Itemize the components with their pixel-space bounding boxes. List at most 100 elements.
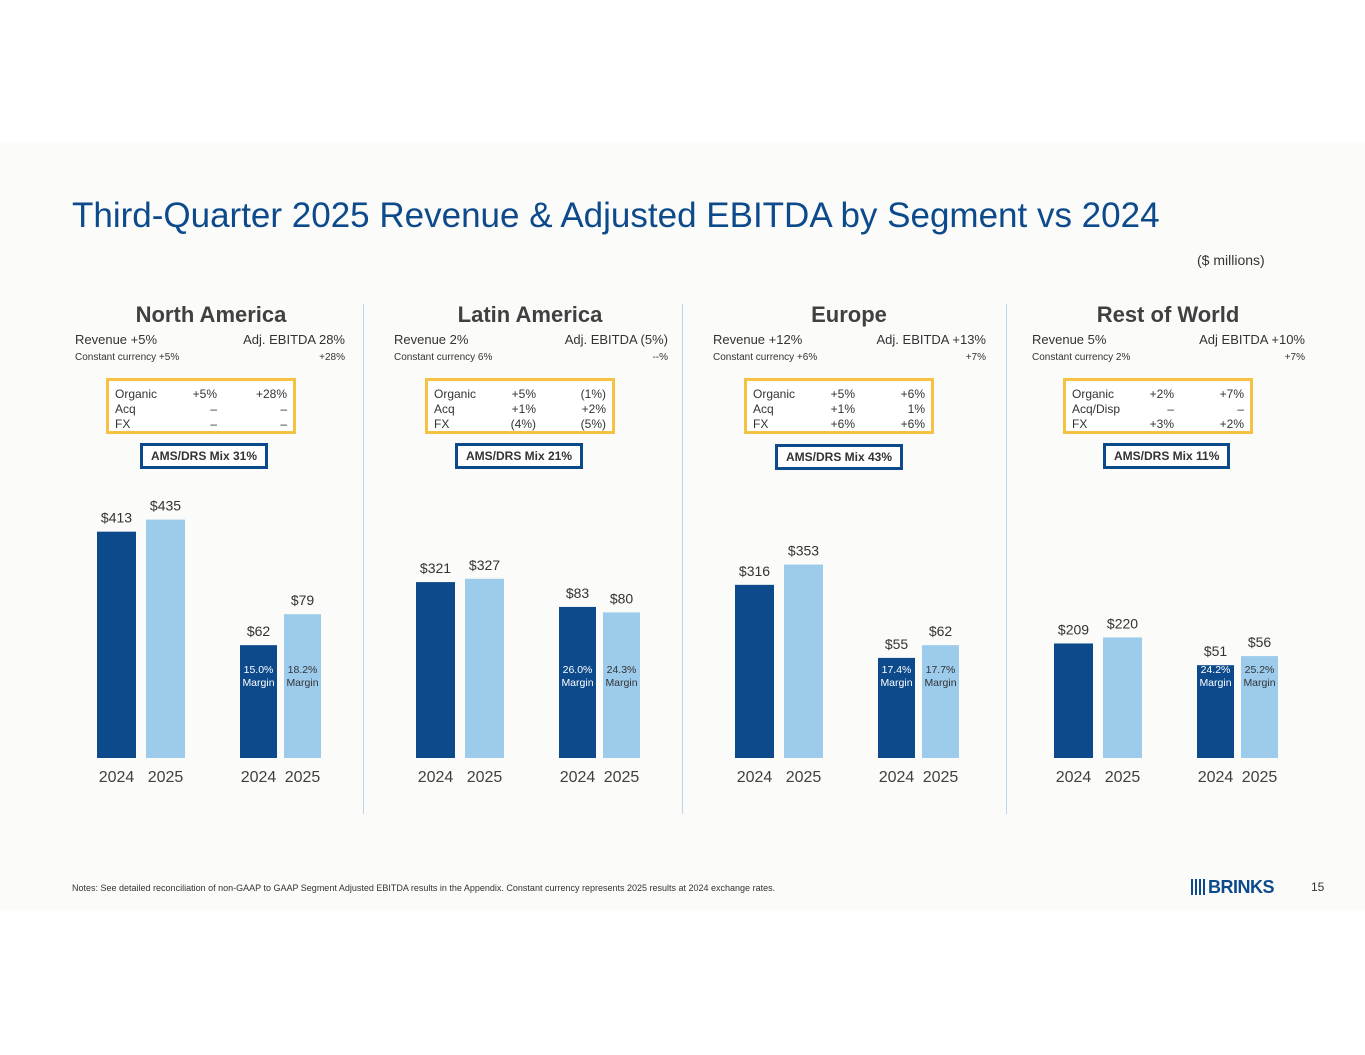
bridge-revenue: +2% [1149,387,1174,401]
bridge-revenue: +1% [511,402,536,416]
margin-label: 18.2% Margin [286,664,318,689]
revenue-growth-label: Revenue +5% [75,332,158,347]
bridge-revenue: – [210,402,217,416]
bar [878,657,915,758]
bridge-row: FX +3% +2% [1066,417,1250,432]
bridge-row: FX (4%) (5%) [428,417,612,432]
margin-label-line: 17.4% [882,664,912,676]
bridge-ebitda: (1%) [580,387,606,401]
growth-bridge-box: Organic +2% +7% Acq/Disp – – FX +3% +2% [1063,378,1253,434]
margin-label-line: Margin [1243,677,1275,689]
margin-label-line: 24.2% [1201,664,1231,676]
segment-title: North America [135,302,287,327]
segment-panel-north-america: North America Revenue +5% Adj. EBITDA 28… [66,298,356,808]
revenue-growth-label: Revenue +12% [713,332,803,347]
logo-bars-icon [1191,879,1205,895]
footnote: Notes: See detailed reconciliation of no… [72,883,776,893]
bridge-ebitda: – [280,417,287,431]
x-tick-label: 2025 [467,769,503,786]
bridge-row: Organic +5% (1%) [428,387,612,402]
bridge-label: FX [1072,417,1088,431]
bar-value-label: $220 [1107,615,1138,631]
bar-value-label: $321 [420,560,451,576]
bridge-label: FX [115,417,131,431]
bar [559,606,596,758]
bridge-label: FX [434,417,450,431]
bridge-row: Organic +5% +6% [747,387,931,402]
ebitda-growth-label: Adj. EBITDA (5%) [564,332,668,347]
bar [784,564,823,758]
bar-value-label: $79 [291,592,315,608]
bar-value-label: $209 [1058,621,1089,637]
bar-value-label: $62 [247,623,271,639]
ams-drs-mix-badge: AMS/DRS Mix 11% [1103,443,1231,469]
bar [603,612,640,758]
bridge-label: Acq [115,402,136,416]
margin-label-line: Margin [605,677,637,689]
growth-bridge-box: Organic +5% +6% Acq +1% 1% FX +6% +6% [744,378,934,434]
segment-panel-europe: Europe Revenue +12% Adj. EBITDA +13% Con… [704,298,994,808]
x-tick-label: 2024 [1056,769,1092,786]
margin-label-line: 17.7% [926,664,956,676]
bar-value-label: $83 [566,585,590,601]
bridge-revenue: +1% [830,402,855,416]
bar-value-label: $316 [739,563,770,579]
bar [1103,637,1142,758]
margin-label-line: 26.0% [563,664,593,676]
bridge-revenue: – [1167,402,1174,416]
bridge-row: FX +6% +6% [747,417,931,432]
bridge-ebitda: – [280,402,287,416]
x-tick-label: 2024 [879,769,915,786]
bar [1197,665,1234,758]
bridge-row: Organic +2% +7% [1066,387,1250,402]
bridge-label: Organic [753,387,796,401]
bridge-ebitda: 1% [907,402,925,416]
bridge-revenue: +5% [511,387,536,401]
bar [735,584,774,758]
constant-currency-label: Constant currency +6% [713,352,818,363]
constant-currency-ebitda: +7% [965,352,986,363]
bar-value-label: $80 [610,590,634,606]
revenue-growth-label: Revenue 5% [1032,332,1107,347]
margin-label-line: 25.2% [1245,664,1275,676]
segment-panel-rest-of-world: Rest of World Revenue 5% Adj EBITDA +10%… [1023,298,1313,808]
margin-label-line: Margin [242,677,274,689]
ebitda-growth-label: Adj. EBITDA +13% [876,332,986,347]
bar [240,645,277,758]
bridge-ebitda: – [1237,402,1244,416]
x-tick-label: 2025 [786,769,822,786]
margin-label: 26.0% Margin [561,664,593,689]
bar [465,578,504,758]
constant-currency-ebitda: +7% [1284,352,1305,363]
bridge-ebitda: +2% [1219,417,1244,431]
x-tick-label: 2024 [418,769,454,786]
bar-value-label: $51 [1204,643,1228,659]
constant-currency-ebitda: --% [652,352,668,363]
page-title: Third-Quarter 2025 Revenue & Adjusted EB… [72,196,1160,235]
bridge-row: Acq +1% 1% [747,402,931,417]
segment-title: Europe [811,302,887,327]
page-number: 15 [1311,880,1325,894]
x-tick-label: 2025 [1105,769,1141,786]
margin-label: 17.4% Margin [880,664,912,689]
bar-value-label: $435 [150,498,181,514]
x-tick-label: 2024 [560,769,596,786]
bar-value-label: $327 [469,557,500,573]
ams-drs-mix-badge: AMS/DRS Mix 31% [140,443,269,469]
constant-currency-ebitda: +28% [319,352,345,363]
margin-label-line: Margin [924,677,956,689]
bridge-revenue: +6% [830,417,855,431]
bar-value-label: $55 [885,636,909,652]
bar [284,614,321,758]
segment-title: Rest of World [1096,302,1240,327]
bridge-row: Acq/Disp – – [1066,402,1250,417]
bridge-label: Organic [115,387,158,401]
growth-bridge-box: Organic +5% (1%) Acq +1% +2% FX (4%) (5%) [425,378,615,434]
bar [1054,643,1093,758]
constant-currency-label: Constant currency 2% [1032,352,1131,363]
units-label: ($ millions) [1197,252,1265,268]
logo-text: BRINKS [1208,876,1275,897]
margin-label: 15.0% Margin [242,664,274,689]
